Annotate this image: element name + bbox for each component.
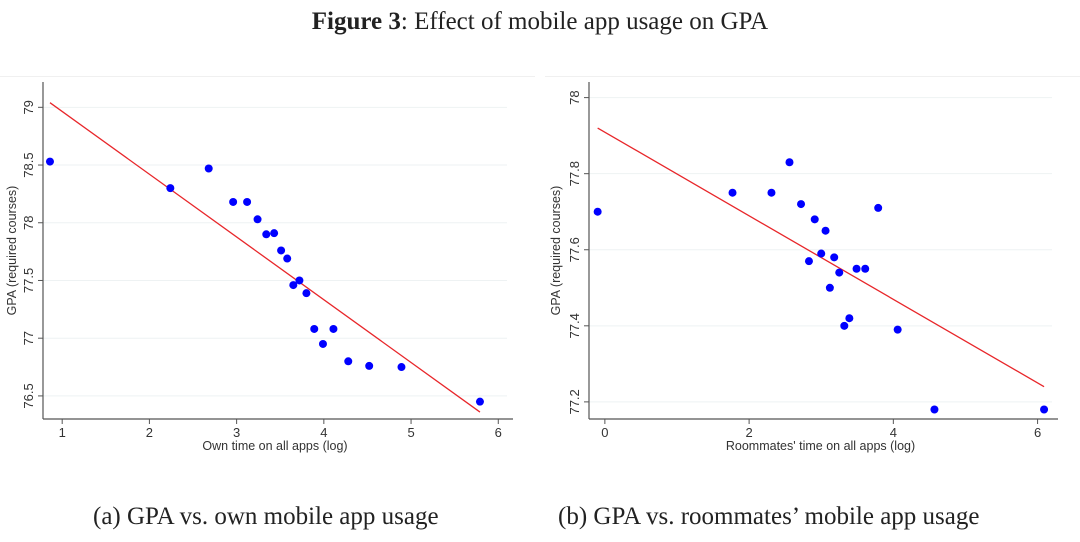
figure-title: Figure 3: Effect of mobile app usage on … [0, 8, 1080, 36]
data-point [852, 264, 861, 273]
caption-b: (b) GPA vs. roommates’ mobile app usage [558, 503, 980, 530]
data-point [728, 188, 737, 197]
y-tick-label: 77.5 [21, 268, 36, 293]
data-point [835, 268, 844, 277]
data-point [344, 357, 353, 366]
x-tick-label: 6 [1034, 425, 1041, 440]
x-axis-title: Own time on all apps (log) [202, 439, 347, 453]
panel-b-top-border [545, 76, 1080, 77]
chart-panel-a: 76.5 77 77.5 78 78.5 79 1 2 3 4 5 6 Own time on all … [0, 70, 540, 470]
caption-a: (a) GPA vs. own mobile app usage [93, 503, 439, 530]
x-tick-label: 4 [890, 425, 897, 440]
data-point [310, 324, 319, 333]
figure-title-text: : Effect of mobile app usage on GPA [400, 8, 769, 35]
data-point [767, 188, 776, 197]
y-tick-label: 79 [21, 100, 36, 114]
scatter-chart-b: 77.2 77.4 77.6 77.8 78 0 2 4 6 Roommates' time on… [549, 82, 1058, 453]
data-point [277, 246, 286, 255]
y-axis-title: GPA (required courses) [549, 186, 563, 316]
data-point [166, 184, 175, 193]
data-point [821, 226, 830, 235]
panel-a-top-border [0, 76, 535, 77]
y-tick-label: 78.5 [21, 152, 36, 177]
data-point [253, 215, 262, 224]
y-axis-title: GPA (required courses) [5, 186, 19, 316]
x-tick-label: 5 [407, 425, 414, 440]
y-tick-label: 76.5 [21, 383, 36, 408]
data-point [295, 276, 304, 285]
y-tick-label: 77.4 [567, 313, 582, 338]
data-point [302, 289, 311, 298]
data-point [593, 207, 602, 216]
data-point [893, 325, 902, 334]
data-point [874, 203, 883, 212]
data-point [243, 197, 252, 206]
data-point [810, 215, 819, 224]
x-tick-label: 6 [495, 425, 502, 440]
x-axis-title: Roommates' time on all apps (log) [726, 439, 915, 453]
y-tick-label: 78 [567, 90, 582, 104]
data-point [289, 281, 298, 290]
data-point [817, 249, 826, 258]
data-point [397, 363, 406, 372]
y-tick-label: 77.8 [567, 161, 582, 186]
data-point [930, 405, 939, 414]
data-point [270, 229, 279, 238]
data-point [797, 200, 806, 209]
x-tick-label: 3 [233, 425, 240, 440]
y-tick-label: 78 [21, 216, 36, 230]
data-point [204, 164, 213, 173]
data-point [475, 397, 484, 406]
x-tick-label: 0 [601, 425, 608, 440]
data-point [365, 361, 374, 370]
x-tick-label: 2 [745, 425, 752, 440]
data-point [1040, 405, 1049, 414]
data-point [825, 283, 834, 292]
x-tick-label: 1 [59, 425, 66, 440]
y-tick-label: 77.6 [567, 237, 582, 262]
x-tick-label: 2 [146, 425, 153, 440]
data-point [840, 321, 849, 330]
data-point [845, 314, 854, 323]
data-point [318, 339, 327, 348]
data-point [283, 254, 292, 263]
x-tick-label: 4 [320, 425, 327, 440]
data-point [804, 257, 813, 266]
scatter-chart-a: 76.5 77 77.5 78 78.5 79 1 2 3 4 5 6 Own time on all … [5, 82, 513, 453]
y-tick-label: 77 [21, 331, 36, 345]
data-point [861, 264, 870, 273]
chart-panel-b: 77.2 77.4 77.6 77.8 78 0 2 4 6 Roommates' time on… [540, 70, 1080, 470]
figure-label: Figure 3 [311, 8, 401, 35]
data-point [785, 158, 794, 167]
data-point [830, 253, 839, 262]
data-point [329, 324, 338, 333]
fit-line [49, 102, 481, 413]
data-point [262, 230, 271, 239]
data-point [45, 157, 54, 166]
y-tick-label: 77.2 [567, 389, 582, 414]
data-point [229, 197, 238, 206]
